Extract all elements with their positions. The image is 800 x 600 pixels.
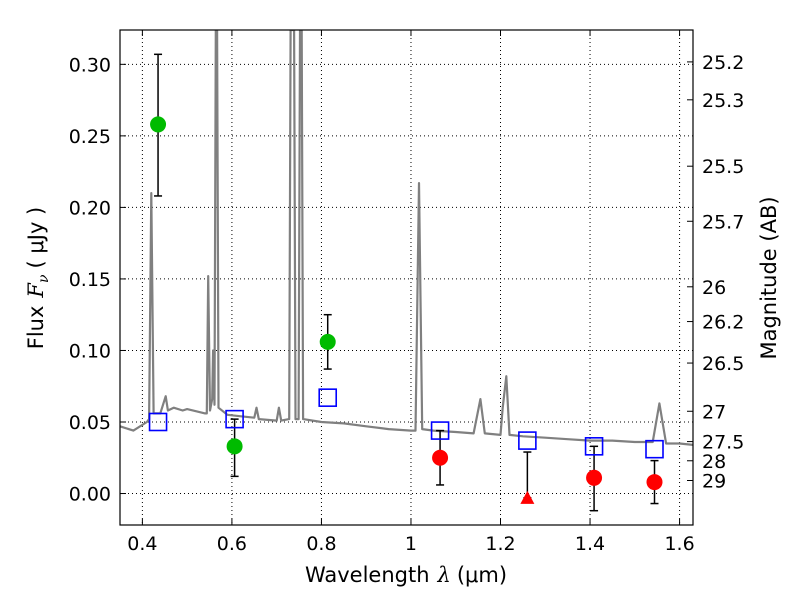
y2-axis-label: Magnitude (AB)	[757, 196, 781, 359]
data-point	[432, 449, 449, 466]
y2-tick-label: 27.5	[702, 432, 744, 454]
grid	[120, 30, 693, 525]
data-point	[319, 333, 336, 350]
x-axis-label: Wavelength λ (μm)	[305, 563, 507, 587]
y-tick-label: 0.10	[69, 340, 111, 362]
model-spectrum	[120, 30, 693, 446]
y2-tick-label: 27	[702, 401, 726, 423]
axis-ticks: 0.4 0.6 0.8 1 1.2 1.4 1.6 0.00 0.05 0.10 0.15 0.20 0…	[69, 30, 744, 555]
y-tick-label: 0.15	[69, 269, 111, 291]
x-tick-label: 0.4	[127, 533, 157, 555]
y-axis-label: FluxFν( μJy )	[24, 207, 52, 349]
x-tick-label: 0.8	[306, 533, 336, 555]
y-tick-label: 0.30	[69, 54, 111, 76]
model-square-marker	[645, 439, 664, 459]
model-square-marker	[148, 412, 168, 432]
y2-tick-label: 26	[702, 277, 726, 299]
data-point	[150, 116, 167, 133]
data-point	[646, 474, 663, 491]
model-square-marker	[225, 409, 244, 429]
plot-frame	[119, 29, 694, 526]
x-tick-label: 1	[405, 533, 417, 555]
y2-tick-label: 25.2	[702, 52, 744, 74]
y2-tick-label: 29	[702, 471, 726, 493]
x-tick-label: 1.6	[664, 533, 694, 555]
y-tick-label: 0.25	[69, 126, 111, 148]
upper-limit-marker	[520, 490, 535, 504]
y2-tick-label: 25.3	[702, 90, 744, 112]
x-tick-label: 1.4	[575, 533, 605, 555]
model-square-marker	[318, 388, 338, 407]
y2-tick-label: 25.5	[702, 156, 744, 178]
x-tick-label: 1.2	[485, 533, 515, 555]
model-spectrum-line	[120, 30, 693, 446]
y2-tick-label: 28	[702, 451, 726, 473]
y-tick-label: 0.20	[69, 197, 111, 219]
x-tick-label: 0.6	[217, 533, 247, 555]
data-point	[586, 469, 603, 486]
y-tick-label: 0.00	[69, 484, 111, 506]
model-square-marker	[584, 437, 604, 456]
model-square-marker	[518, 431, 537, 450]
model-square-marker	[430, 421, 450, 440]
data-points	[148, 53, 664, 512]
y-tick-label: 0.05	[69, 412, 111, 434]
y2-tick-label: 26.5	[702, 353, 744, 375]
y2-tick-label: 26.2	[702, 312, 744, 334]
y2-tick-label: 25.7	[702, 211, 744, 233]
data-point	[226, 438, 243, 455]
